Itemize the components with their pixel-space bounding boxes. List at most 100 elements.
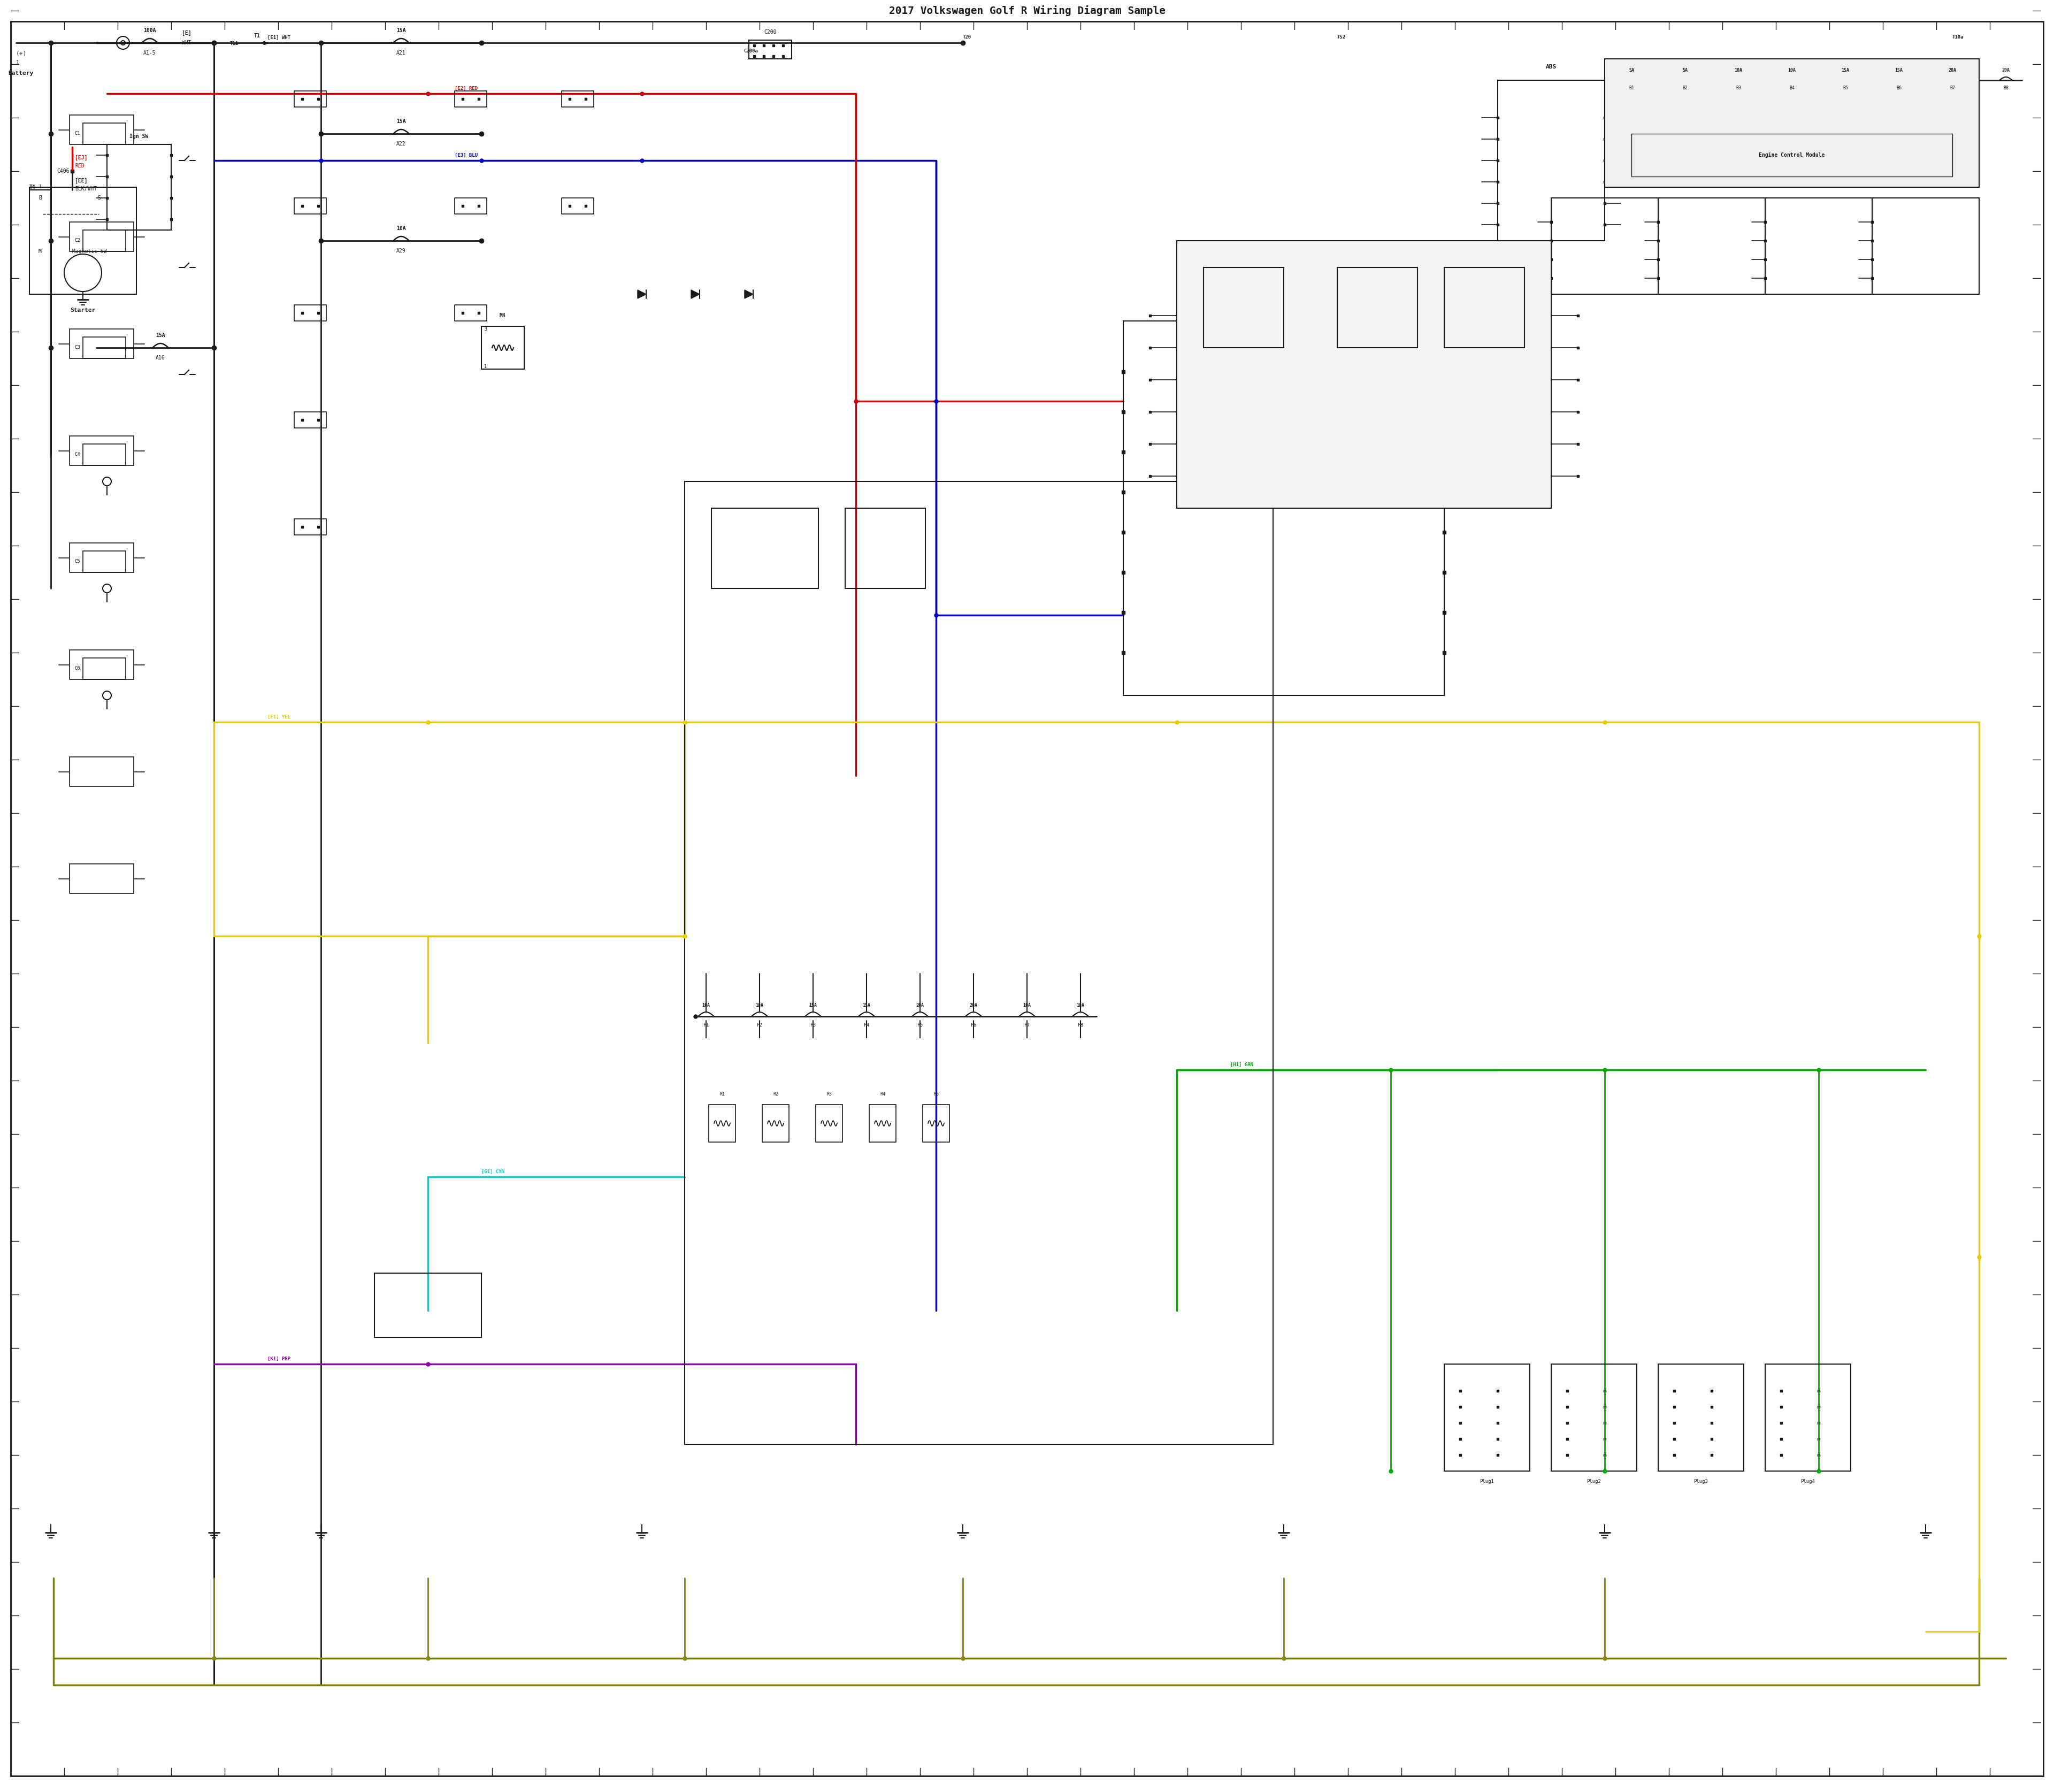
Bar [1764, 197, 1871, 294]
Text: S: S [97, 195, 101, 201]
Text: R5: R5 [933, 1091, 939, 1097]
Bar [29, 186, 136, 294]
Text: B1: B1 [1629, 86, 1635, 90]
Bar [82, 337, 125, 358]
Bar [869, 1104, 896, 1142]
Bar [844, 509, 926, 588]
Bar [82, 124, 125, 145]
Bar [1177, 240, 1551, 509]
Text: C2: C2 [74, 238, 80, 244]
Text: 1: 1 [39, 185, 41, 190]
Text: 10A: 10A [1076, 1004, 1085, 1007]
Text: A22: A22 [396, 142, 407, 147]
Text: 10A: 10A [396, 226, 407, 231]
Bar [1604, 59, 1980, 186]
Bar [1658, 197, 1764, 294]
Bar [1551, 197, 1658, 294]
Bar [82, 550, 125, 572]
Bar [70, 222, 134, 251]
Bar [481, 326, 524, 369]
Text: R2: R2 [772, 1091, 778, 1097]
Bar [294, 305, 327, 321]
Text: C200: C200 [764, 29, 776, 34]
Bar [561, 197, 594, 213]
Text: [E]: [E] [183, 30, 191, 36]
Bar [1497, 81, 1604, 240]
Text: C406: C406 [58, 168, 70, 174]
Text: ABS: ABS [1547, 65, 1557, 70]
Text: [G1] CYN: [G1] CYN [481, 1168, 505, 1174]
Text: R4: R4 [879, 1091, 885, 1097]
Text: B7: B7 [1949, 86, 1955, 90]
Text: A21: A21 [396, 50, 407, 56]
Bar [82, 229, 125, 251]
Text: B: B [39, 195, 41, 201]
Text: 15A: 15A [809, 1004, 817, 1007]
Text: R3: R3 [826, 1091, 832, 1097]
Text: F5: F5 [918, 1023, 922, 1027]
Text: M4: M4 [499, 314, 505, 319]
Text: R1: R1 [719, 1091, 725, 1097]
Text: B5: B5 [1842, 86, 1849, 90]
Bar [762, 1104, 789, 1142]
Bar [454, 91, 487, 108]
Text: [E2] RED: [E2] RED [454, 86, 479, 91]
Text: T20: T20 [963, 36, 972, 39]
Bar [70, 435, 134, 466]
Text: Battery: Battery [8, 70, 33, 75]
Text: T52: T52 [1337, 36, 1345, 39]
Text: 10A: 10A [1023, 1004, 1031, 1007]
Text: F4: F4 [865, 1023, 869, 1027]
Text: B6: B6 [1896, 86, 1902, 90]
Text: 15A: 15A [1896, 68, 1902, 73]
Bar [711, 509, 817, 588]
Text: [K1] PRP: [K1] PRP [267, 1357, 290, 1362]
Bar [1764, 1364, 1851, 1471]
Text: RED: RED [74, 163, 84, 168]
Bar [82, 658, 125, 679]
Text: F1: F1 [702, 1023, 709, 1027]
Bar [1871, 197, 1980, 294]
Text: 20A: 20A [2003, 68, 2011, 73]
Text: C5: C5 [74, 559, 80, 564]
Text: 15A: 15A [156, 333, 164, 339]
Bar [709, 1104, 735, 1142]
Bar [294, 91, 327, 108]
Bar [454, 197, 487, 213]
Text: Starter: Starter [70, 308, 97, 314]
Text: F8: F8 [1078, 1023, 1082, 1027]
Text: C4: C4 [74, 452, 80, 457]
Text: C3: C3 [74, 346, 80, 349]
Polygon shape [637, 290, 647, 299]
Text: 1: 1 [485, 364, 487, 369]
Text: B8: B8 [2003, 86, 2009, 90]
Text: 1: 1 [16, 59, 18, 65]
Text: 15A: 15A [396, 118, 407, 124]
Text: 1: 1 [263, 41, 265, 47]
Text: 5A: 5A [1682, 68, 1688, 73]
Bar [561, 91, 594, 108]
Bar [815, 1104, 842, 1142]
Text: A16: A16 [156, 355, 164, 360]
Text: 20A: 20A [1949, 68, 1955, 73]
Bar [1658, 1364, 1744, 1471]
Text: (+): (+) [16, 50, 27, 56]
Text: Magnetic SW: Magnetic SW [72, 249, 107, 254]
Text: [E1] WHT: [E1] WHT [267, 36, 290, 39]
Text: 2017 Volkswagen Golf R Wiring Diagram Sample: 2017 Volkswagen Golf R Wiring Diagram Sa… [889, 5, 1165, 16]
Text: 10A: 10A [1734, 68, 1742, 73]
Bar [294, 412, 327, 428]
Text: [EJ]: [EJ] [74, 156, 88, 161]
Text: F3: F3 [811, 1023, 815, 1027]
Bar [70, 543, 134, 572]
Text: T4: T4 [29, 185, 35, 190]
Text: WHT: WHT [183, 39, 191, 45]
Text: T1: T1 [255, 34, 261, 38]
Text: 15A: 15A [1840, 68, 1849, 73]
Text: 5A: 5A [1629, 68, 1635, 73]
Bar [70, 330, 134, 358]
Text: F2: F2 [756, 1023, 762, 1027]
Bar [454, 305, 487, 321]
Text: B3: B3 [1736, 86, 1742, 90]
Bar [1337, 267, 1417, 348]
